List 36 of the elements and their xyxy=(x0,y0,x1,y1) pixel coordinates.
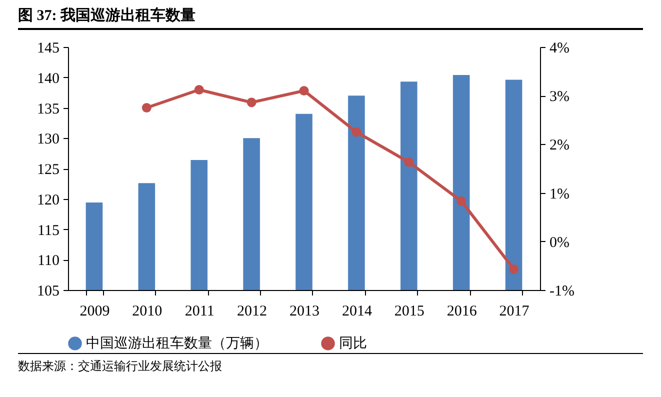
y-tick-label: 140 xyxy=(37,70,60,87)
x-tick-label: 2015 xyxy=(394,304,424,320)
y-tick-label: 145 xyxy=(37,40,60,56)
x-tick-label: 2014 xyxy=(342,304,372,320)
y2-tick-label: 3% xyxy=(550,89,570,106)
legend-label: 中国巡游出租车数量（万辆） xyxy=(86,335,268,352)
y2-tick-label: 0% xyxy=(550,234,570,251)
y-tick-label: 120 xyxy=(37,192,60,208)
y-tick-label: 125 xyxy=(37,162,60,178)
y-tick-label: 105 xyxy=(37,284,60,300)
x-tick-label: 2009 xyxy=(80,304,110,320)
y-tick-label: 115 xyxy=(38,222,60,239)
x-tick-label: 2010 xyxy=(132,304,162,320)
y2-tick-label: 4% xyxy=(550,40,570,56)
y-tick-label: 135 xyxy=(37,101,60,118)
point xyxy=(509,264,519,274)
point xyxy=(404,157,414,167)
x-tick-label: 2013 xyxy=(290,304,320,320)
legend-label: 同比 xyxy=(339,335,367,352)
y-tick-label: 130 xyxy=(37,132,60,148)
point xyxy=(142,103,152,112)
y2-tick-label: -1% xyxy=(550,284,574,300)
source-note: 数据来源：交通运输行业发展统计公报 xyxy=(18,353,643,375)
point xyxy=(352,127,362,137)
point xyxy=(246,98,256,108)
y2-tick-label: 1% xyxy=(550,186,570,202)
point xyxy=(299,86,309,96)
x-tick-label: 2016 xyxy=(446,304,478,320)
point xyxy=(456,196,466,206)
x-tick-label: 2012 xyxy=(237,304,268,320)
x-tick-label: 2011 xyxy=(184,304,214,320)
point xyxy=(194,85,204,94)
chart-title: 图 37: 我国巡游出租车数量 xyxy=(18,6,643,30)
y2-tick-label: 2% xyxy=(550,138,570,154)
x-tick-label: 2017 xyxy=(499,304,530,320)
y-tick-label: 110 xyxy=(38,253,60,270)
